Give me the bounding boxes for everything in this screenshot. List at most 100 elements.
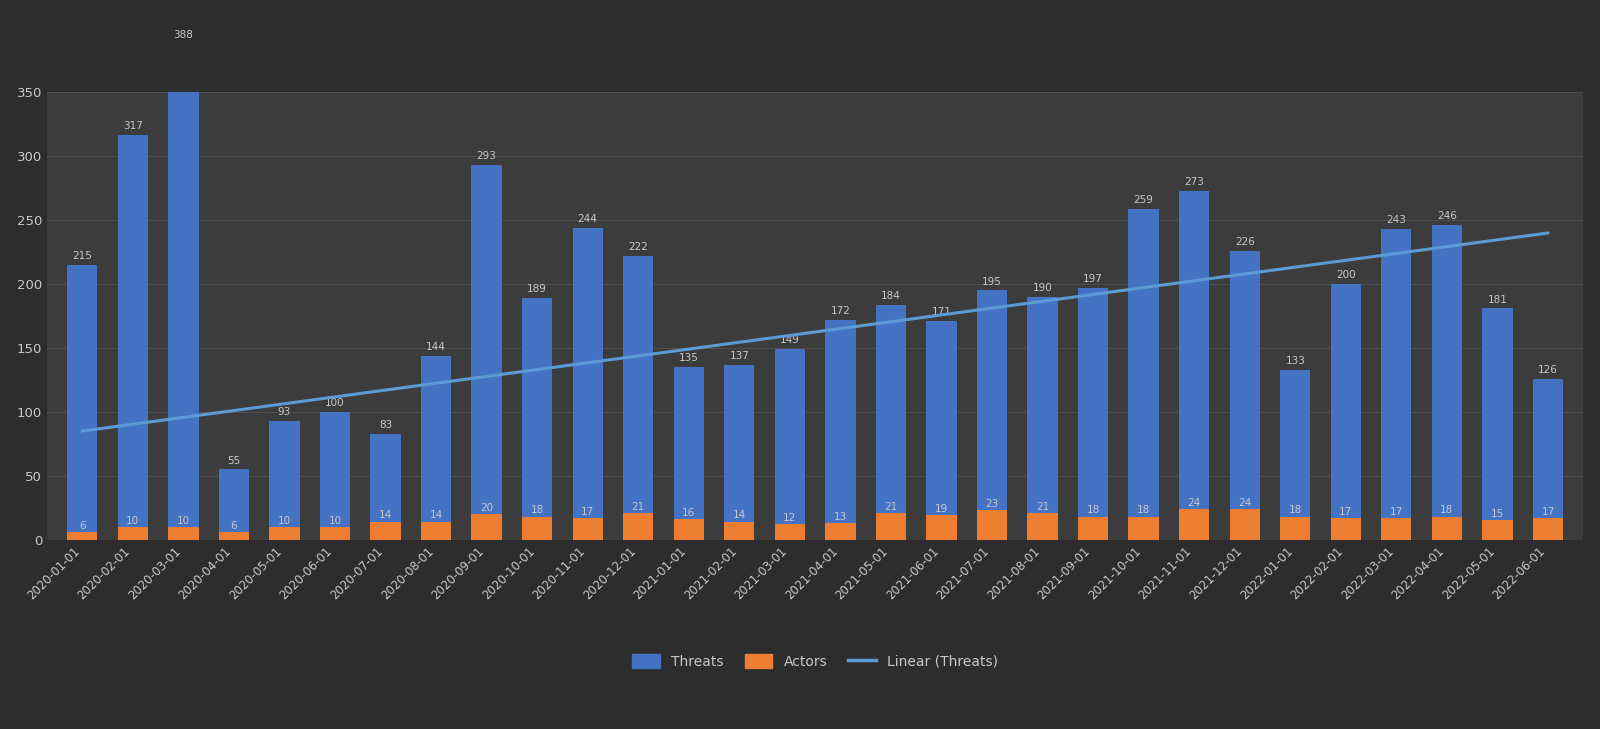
Bar	[774, 349, 805, 539]
Bar	[472, 514, 502, 539]
Bar	[320, 527, 350, 539]
Linear (Threats)	[528, 365, 547, 374]
Text: 244: 244	[578, 214, 598, 224]
Bar	[725, 522, 755, 539]
Text: 83: 83	[379, 420, 392, 430]
Text: 197: 197	[1083, 274, 1102, 284]
Text: 172: 172	[830, 306, 850, 316]
Bar	[269, 527, 299, 539]
Text: 23: 23	[986, 499, 998, 509]
Bar	[875, 305, 906, 539]
Linear (Threats)	[1538, 229, 1557, 238]
Bar	[978, 290, 1006, 539]
Bar	[1179, 191, 1210, 539]
Bar	[1381, 229, 1411, 539]
Text: 55: 55	[227, 456, 240, 466]
Text: 24: 24	[1187, 498, 1200, 507]
Text: 17: 17	[1339, 507, 1352, 517]
Linear (Threats)	[1134, 284, 1154, 292]
Text: 10: 10	[328, 515, 341, 526]
Linear (Threats)	[1184, 276, 1203, 285]
Text: 10: 10	[126, 515, 139, 526]
Linear (Threats)	[477, 372, 496, 381]
Linear (Threats)	[629, 351, 648, 360]
Bar	[926, 321, 957, 539]
Text: 388: 388	[173, 30, 194, 40]
Text: 190: 190	[1032, 283, 1053, 293]
Linear (Threats)	[1083, 290, 1102, 299]
Text: 189: 189	[528, 284, 547, 295]
Bar	[421, 522, 451, 539]
Text: 126: 126	[1538, 364, 1558, 375]
Text: 16: 16	[682, 508, 696, 518]
Linear (Threats)	[1286, 262, 1306, 271]
Text: 13: 13	[834, 512, 846, 522]
Linear (Threats)	[931, 311, 950, 319]
Text: 135: 135	[678, 354, 699, 363]
Linear (Threats)	[224, 406, 243, 415]
Bar	[622, 512, 653, 539]
Text: 100: 100	[325, 398, 344, 408]
Text: 246: 246	[1437, 211, 1458, 222]
Linear (Threats)	[882, 317, 901, 326]
Bar	[472, 165, 502, 539]
Text: 144: 144	[426, 342, 446, 352]
Linear (Threats)	[982, 304, 1002, 313]
Text: 243: 243	[1386, 215, 1406, 225]
Text: 18: 18	[1440, 505, 1453, 515]
Text: 21: 21	[885, 502, 898, 512]
Bar	[875, 512, 906, 539]
Bar	[1482, 521, 1512, 539]
Bar	[1078, 288, 1109, 539]
Bar	[1128, 517, 1158, 539]
Bar	[168, 44, 198, 539]
Text: 293: 293	[477, 152, 496, 161]
Bar	[622, 256, 653, 539]
Text: 93: 93	[278, 407, 291, 417]
Text: 21: 21	[1035, 502, 1050, 512]
Bar	[573, 228, 603, 539]
Linear (Threats)	[427, 379, 446, 388]
Bar	[826, 523, 856, 539]
Text: 20: 20	[480, 503, 493, 512]
Bar	[219, 532, 250, 539]
Bar	[674, 367, 704, 539]
Text: 12: 12	[784, 513, 797, 523]
Linear (Threats)	[1387, 249, 1406, 258]
Bar	[421, 356, 451, 539]
Linear (Threats)	[174, 413, 194, 422]
Text: 6: 6	[230, 521, 237, 531]
Linear (Threats)	[275, 399, 294, 408]
Text: 317: 317	[123, 121, 142, 130]
Linear (Threats)	[1488, 235, 1507, 244]
Bar	[522, 298, 552, 539]
Bar	[67, 532, 98, 539]
Text: 184: 184	[882, 291, 901, 300]
Linear (Threats)	[376, 386, 395, 394]
Text: 215: 215	[72, 251, 93, 261]
Bar	[1331, 518, 1362, 539]
Text: 149: 149	[779, 335, 800, 346]
Bar	[1533, 518, 1563, 539]
Bar	[1533, 378, 1563, 539]
Text: 17: 17	[581, 507, 594, 517]
Text: 14: 14	[733, 510, 746, 521]
Text: 137: 137	[730, 351, 749, 361]
Bar	[1128, 208, 1158, 539]
Bar	[269, 421, 299, 539]
Legend: Threats, Actors, Linear (Threats): Threats, Actors, Linear (Threats)	[626, 647, 1005, 676]
Bar	[774, 524, 805, 539]
Line: Linear (Threats): Linear (Threats)	[82, 233, 1547, 431]
Bar	[1027, 512, 1058, 539]
Text: 226: 226	[1235, 237, 1254, 247]
Text: 10: 10	[176, 515, 190, 526]
Linear (Threats)	[781, 331, 800, 340]
Text: 195: 195	[982, 276, 1002, 286]
Linear (Threats)	[578, 359, 597, 367]
Linear (Threats)	[1437, 242, 1456, 251]
Linear (Threats)	[123, 420, 142, 429]
Linear (Threats)	[830, 324, 850, 333]
Linear (Threats)	[1336, 256, 1355, 265]
Bar	[1280, 517, 1310, 539]
Linear (Threats)	[325, 392, 344, 401]
